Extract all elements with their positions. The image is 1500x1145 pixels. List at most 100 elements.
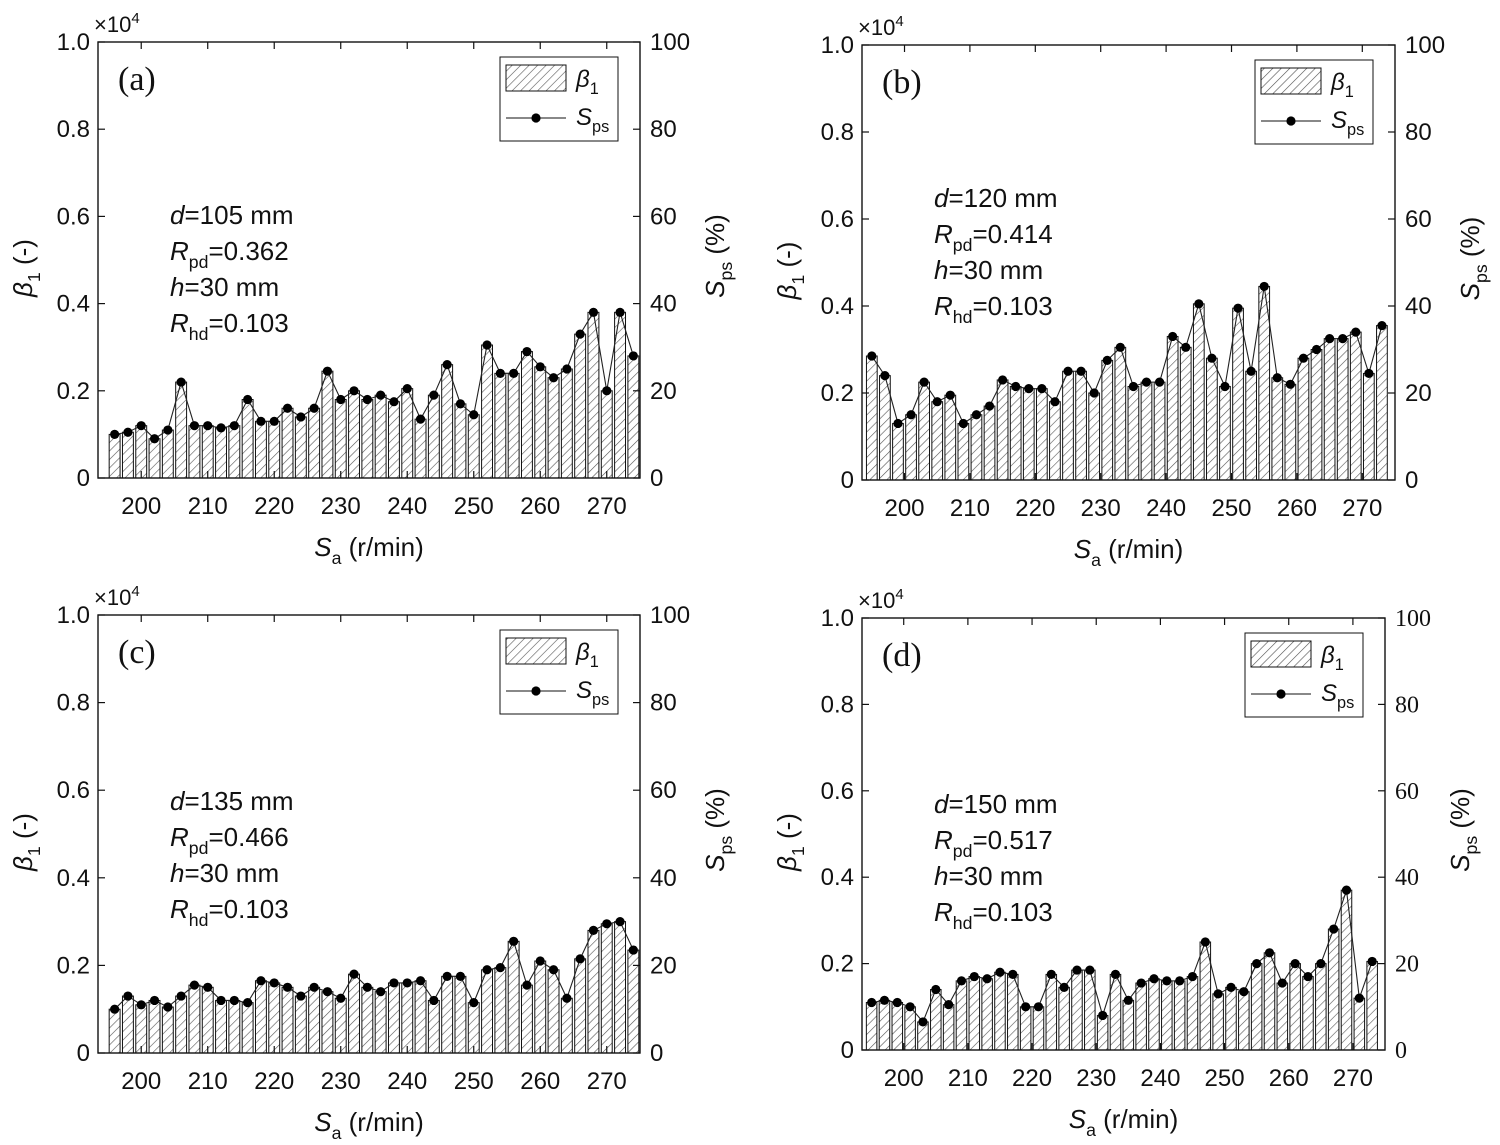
beta-bar <box>983 405 996 481</box>
panel-label: (d) <box>882 637 922 674</box>
beta-bar <box>1101 359 1114 481</box>
sps-point <box>971 410 982 420</box>
sps-point <box>588 925 599 935</box>
annotation-line: h=30 mm <box>934 255 1043 285</box>
beta-bar <box>294 995 307 1054</box>
beta-bar <box>215 427 227 479</box>
axes-frame <box>97 41 641 479</box>
sps-point <box>1377 320 1387 331</box>
sps-point <box>1128 381 1138 392</box>
sps-point <box>110 1004 120 1014</box>
x-tick-label: 200 <box>121 1068 161 1095</box>
beta-bar <box>627 355 640 479</box>
sps-point <box>615 307 625 317</box>
sps-point <box>1316 959 1326 969</box>
x-tick-label: 270 <box>587 1068 627 1095</box>
sps-point <box>1303 971 1313 982</box>
sps-point <box>602 919 612 929</box>
sps-point <box>216 995 226 1006</box>
sps-point <box>176 991 186 1001</box>
beta-bar <box>996 379 1009 481</box>
beta-bar <box>944 394 957 481</box>
beta-bar <box>955 980 968 1051</box>
sps-point <box>189 421 200 431</box>
beta-bar <box>865 1001 878 1051</box>
sps-point <box>429 995 439 1006</box>
sps-point <box>1329 924 1339 934</box>
legend-marker-sps <box>1286 116 1296 126</box>
sps-point <box>1354 993 1364 1003</box>
panel-2: 200 210 220 230 240 250 260 27000.20.40.60.81.0… <box>8 583 736 1143</box>
beta-bar <box>547 969 560 1054</box>
sps-point <box>402 978 412 988</box>
y-right-tick-label: 40 <box>650 865 677 892</box>
beta-bar <box>614 921 627 1054</box>
sps-point <box>415 976 426 986</box>
annotation-line: Rhd=0.103 <box>170 894 289 930</box>
beta-bar <box>1245 370 1257 481</box>
beta-bar <box>281 986 294 1054</box>
sps-point <box>1141 377 1152 387</box>
beta-bar <box>1366 960 1378 1051</box>
y-left-tick-label: 0 <box>77 465 90 492</box>
legend-swatch-beta <box>505 64 567 92</box>
beta-bar <box>121 431 134 479</box>
y-right-axis-label: Sps (%) <box>700 214 736 298</box>
beta-bar <box>931 401 944 481</box>
y-left-axis-label: β1 (-) <box>772 813 808 872</box>
sps-point <box>1341 885 1352 895</box>
beta-bar <box>918 381 931 481</box>
sps-point <box>588 307 599 317</box>
sps-point <box>322 366 333 376</box>
sps-point <box>229 995 239 1006</box>
y-left-tick-label: 1.0 <box>57 29 90 56</box>
beta-bar <box>1135 982 1147 1051</box>
sps-point <box>1364 368 1374 379</box>
sps-point <box>562 364 572 374</box>
sps-point <box>1024 384 1034 394</box>
legend-label-sps: Sps <box>1321 680 1354 712</box>
x-tick-label: 250 <box>1205 1065 1245 1092</box>
beta-bar <box>361 399 374 479</box>
sps-point <box>1264 948 1275 958</box>
beta-bar <box>387 401 400 479</box>
sps-point <box>415 414 426 424</box>
sps-point <box>905 1002 915 1012</box>
y-left-tick-label: 1.0 <box>821 32 854 59</box>
x-tick-label: 220 <box>1015 495 1055 522</box>
beta-bar <box>135 1004 148 1054</box>
beta-bar <box>1019 1006 1032 1051</box>
sps-point <box>269 416 279 426</box>
y-left-multiplier: ×104 <box>94 10 140 37</box>
sps-point <box>995 967 1005 977</box>
sps-point <box>110 429 120 439</box>
x-tick-label: 250 <box>1211 495 1251 522</box>
sps-point <box>349 969 359 979</box>
sps-point <box>1220 381 1230 392</box>
sps-point <box>575 954 585 964</box>
sps-point <box>336 394 346 405</box>
beta-bar <box>600 923 613 1054</box>
beta-bar <box>348 973 360 1054</box>
annotation-line: Rpd=0.517 <box>934 825 1053 861</box>
beta-bar <box>108 433 121 479</box>
sps-point <box>229 421 239 431</box>
sps-point <box>1259 281 1269 292</box>
beta-bar <box>268 982 281 1054</box>
beta-bar <box>228 999 241 1054</box>
beta-bar <box>308 986 321 1054</box>
sps-point <box>282 982 293 992</box>
sps-point <box>309 982 319 992</box>
sps-point <box>1207 353 1217 363</box>
legend-label-sps: Sps <box>576 677 609 709</box>
sps-point <box>1175 976 1185 986</box>
x-tick-label: 250 <box>454 493 494 520</box>
beta-bar <box>294 416 307 479</box>
beta-bar <box>1062 370 1074 481</box>
sps-point <box>189 980 200 990</box>
y-left-tick-label: 0.6 <box>57 203 90 230</box>
y-left-tick-label: 0.2 <box>821 951 854 978</box>
beta-bar <box>1353 997 1366 1051</box>
x-tick-label: 200 <box>884 1065 924 1092</box>
